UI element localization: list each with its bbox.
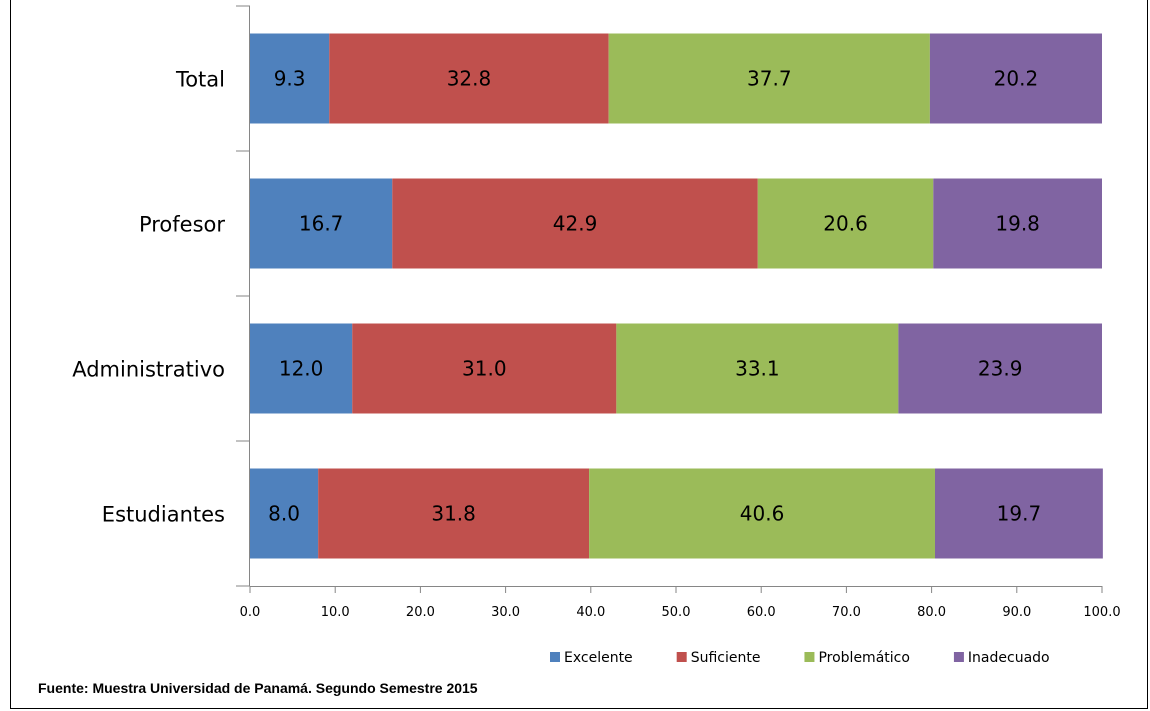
category-label: Total (175, 68, 225, 92)
x-tick-label: 20.0 (406, 605, 435, 620)
x-tick-label: 30.0 (491, 605, 520, 620)
bar-segment (318, 468, 590, 559)
category-label: Profesor (139, 213, 225, 237)
data-label: 40.6 (740, 502, 785, 526)
data-label: 19.7 (997, 502, 1042, 526)
bar-segment (608, 33, 930, 124)
legend-entry: Suficiente (691, 650, 761, 666)
data-label: 32.8 (447, 67, 492, 91)
bar-segment (250, 33, 330, 124)
x-tick-label: 90.0 (1002, 605, 1031, 620)
data-label: 37.7 (747, 67, 792, 91)
legend-swatch (953, 652, 964, 662)
data-label: 23.9 (978, 357, 1023, 381)
data-label: 31.0 (462, 357, 507, 381)
category-label: Administrativo (72, 358, 225, 382)
chart-axes: 0.0 10.0 20.0 30.0 40.0 50.0 60.0 70.0 80.0 90.0 1… (236, 5, 1121, 620)
data-label: 8.0 (268, 502, 300, 526)
x-tick-label: 10.0 (321, 605, 350, 620)
legend-swatch (676, 652, 687, 662)
chart-bars: Total 9.3 32.8 37.7 20.2 Profesor 16.7 42.9 20.6… (72, 33, 1103, 559)
bar-segment (250, 468, 319, 559)
category-label: Estudiantes (102, 503, 225, 527)
data-label: 31.8 (431, 502, 476, 526)
x-tick-label: 60.0 (747, 605, 776, 620)
x-tick-label: 50.0 (662, 605, 691, 620)
data-label: 20.2 (994, 67, 1039, 91)
data-label: 20.6 (823, 212, 868, 236)
bar-segment (250, 178, 393, 269)
legend-entry: Inadecuado (968, 650, 1050, 666)
bar-segment (616, 323, 899, 414)
x-tick-label: 80.0 (917, 605, 946, 620)
legend-swatch (550, 652, 560, 662)
data-label: 16.7 (299, 212, 344, 236)
bar-segment (935, 468, 1103, 559)
legend-swatch (804, 652, 815, 662)
bar-segment (933, 178, 1102, 269)
bar-segment (898, 323, 1102, 414)
legend-entry: Problemático (818, 650, 909, 666)
x-tick-label: 70.0 (832, 605, 861, 620)
bar-segment (329, 33, 609, 124)
data-label: 12.0 (279, 357, 324, 381)
legend-entry: Excelente (564, 650, 633, 666)
data-label: 19.8 (995, 212, 1040, 236)
chart-legend: Excelente Suficiente Problemático Inadecuad… (550, 650, 1050, 666)
data-label: 33.1 (735, 357, 780, 381)
bar-segment (392, 178, 758, 269)
x-tick-label: 40.0 (576, 605, 605, 620)
bar-segment (929, 33, 1102, 124)
source-note: Fuente: Muestra Universidad de Panamá. S… (38, 680, 478, 696)
data-label: 42.9 (553, 212, 598, 236)
data-label: 9.3 (274, 67, 306, 91)
x-tick-label: 0.0 (240, 605, 261, 620)
bar-segment (757, 178, 934, 269)
bar-segment (250, 323, 353, 414)
bar-segment (352, 323, 617, 414)
x-tick-label: 100.0 (1083, 605, 1120, 620)
bar-segment (589, 468, 936, 559)
